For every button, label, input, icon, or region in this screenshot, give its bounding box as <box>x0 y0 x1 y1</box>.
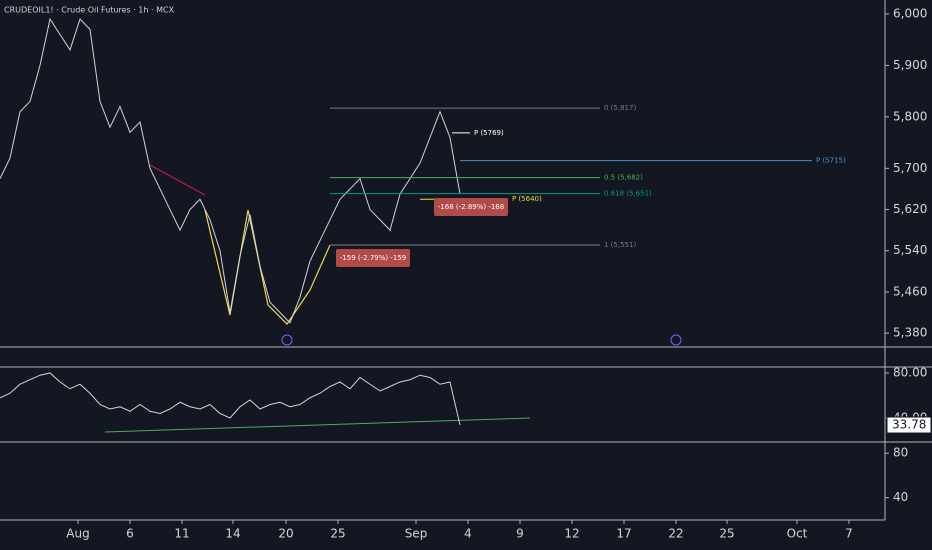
measure-box <box>336 249 410 267</box>
x-tick-label: 9 <box>516 527 524 541</box>
x-tick-label: 25 <box>719 527 734 541</box>
measure-label: -159 (-2.79%) -159 <box>340 254 406 262</box>
price-line <box>0 372 461 426</box>
x-tick-label: Oct <box>787 527 808 541</box>
last-value-label: 33.78 <box>892 418 926 432</box>
trend-drawing <box>149 164 206 196</box>
y-tick-label: 5,800 <box>893 109 927 123</box>
measure-label: -168 (-2.89%) -168 <box>438 203 504 211</box>
price-line <box>0 17 461 324</box>
level-label: 1 (5,551) <box>604 241 636 249</box>
y-tick-label: 6,000 <box>893 6 927 20</box>
x-tick-label: 4 <box>464 527 472 541</box>
level-label: 0.5 (5,682) <box>604 174 643 182</box>
x-tick-label: 22 <box>668 527 683 541</box>
level-label: 0.618 (5,651) <box>604 190 652 198</box>
y-tick-label: 5,700 <box>893 161 927 175</box>
last-value-box <box>886 416 932 434</box>
level-label: 0 (5,817) <box>604 104 636 112</box>
x-tick-label: 20 <box>278 527 293 541</box>
x-tick-label: 11 <box>174 527 189 541</box>
y-tick-label: 5,620 <box>893 202 927 216</box>
x-tick-label: Aug <box>66 527 89 541</box>
x-tick-label: 25 <box>330 527 345 541</box>
y-tick-label: 80 <box>893 446 908 460</box>
event-icon[interactable] <box>670 334 682 346</box>
level-label: P (5640) <box>512 195 542 203</box>
y-tick-label: 5,540 <box>893 243 927 257</box>
measure-box <box>434 198 508 216</box>
y-tick-label: 80.00 <box>893 365 927 379</box>
x-tick-label: 12 <box>564 527 579 541</box>
event-icon[interactable] <box>281 334 293 346</box>
x-tick-label: Sep <box>405 527 428 541</box>
y-tick-label: 5,900 <box>893 58 927 72</box>
x-tick-label: 7 <box>845 527 853 541</box>
y-tick-label: 40 <box>893 490 908 504</box>
y-tick-label: 5,380 <box>893 326 927 340</box>
pattern-drawing <box>204 209 331 325</box>
level-label: P (5769) <box>474 129 504 137</box>
chart-title: CRUDEOIL1! · Crude Oil Futures · 1h · MC… <box>4 6 175 15</box>
level-label: P (5715) <box>816 157 846 165</box>
x-tick-label: 14 <box>225 527 240 541</box>
x-tick-label: 17 <box>616 527 631 541</box>
x-tick-label: 6 <box>126 527 134 541</box>
y-tick-label: 5,460 <box>893 284 927 298</box>
